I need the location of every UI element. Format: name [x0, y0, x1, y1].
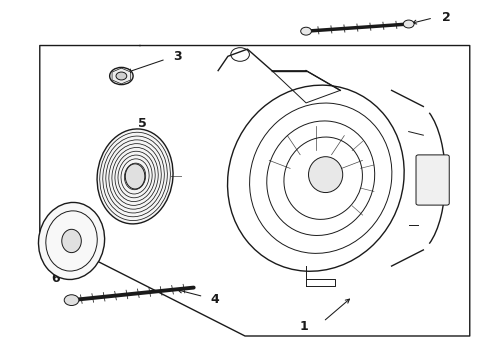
- Ellipse shape: [39, 202, 104, 279]
- Ellipse shape: [97, 129, 173, 224]
- Ellipse shape: [62, 229, 81, 253]
- Ellipse shape: [110, 67, 133, 85]
- Ellipse shape: [403, 20, 414, 28]
- Text: 5: 5: [138, 117, 147, 130]
- Text: 2: 2: [442, 11, 451, 24]
- Ellipse shape: [125, 164, 145, 189]
- Ellipse shape: [116, 72, 127, 80]
- Ellipse shape: [309, 157, 343, 193]
- Ellipse shape: [64, 295, 79, 306]
- Text: 6: 6: [51, 272, 60, 285]
- Ellipse shape: [46, 211, 97, 271]
- FancyBboxPatch shape: [416, 155, 449, 205]
- Ellipse shape: [301, 27, 312, 35]
- Text: 3: 3: [173, 50, 182, 63]
- Text: 4: 4: [210, 293, 219, 306]
- Text: 1: 1: [299, 320, 308, 333]
